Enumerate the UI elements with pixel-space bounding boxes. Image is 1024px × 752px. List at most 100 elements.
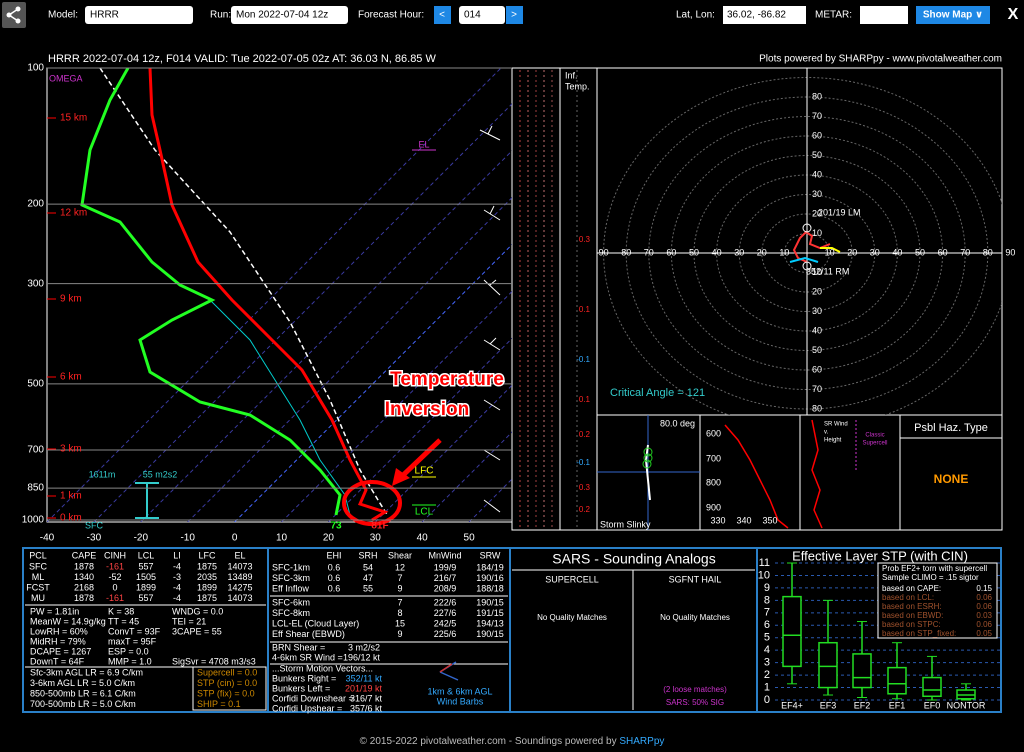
shear-cell: 225/6 [434,629,457,639]
inflow-title: Temp. [565,81,590,91]
temp-label: -30 [87,533,102,544]
index-value: maxT = 95F [108,636,157,646]
run-select[interactable] [231,6,348,24]
show-map-button[interactable] [916,6,990,24]
kin-cell: 0.6 [328,562,341,572]
hodo-ring-label: 40 [812,325,822,335]
theta-label: 330 [710,515,725,525]
hour-select[interactable] [459,6,505,24]
height-label: 12 km [60,208,87,219]
prev-button[interactable] [434,6,451,24]
stp-category: EF4+ [781,700,803,710]
shear-cell: SFC-8km [272,608,310,618]
isotherm [281,290,512,522]
prev-label[interactable]: < [439,10,445,21]
pressure-label: 100 [27,63,44,74]
hodo-ring-label: 10 [812,267,822,277]
inflow-lines [519,70,578,528]
shear-cell: 190/15 [476,629,504,639]
latlon-value[interactable]: 36.02, -86.82 [727,10,786,21]
sfc-label: SFC [85,520,104,530]
shear-cell: 15 [395,618,405,628]
index-value: MMP = 1.0 [108,656,152,666]
index-value: 3CAPE = 55 [172,626,222,636]
annotation-text: Inversion [385,399,469,420]
show-map-label[interactable]: Show Map ∨ [923,10,983,21]
kin-header: MnWind [428,550,461,560]
parcel-cell: SFC [29,561,48,571]
critical-angle: Critical Angle = 121 [610,387,705,399]
next-button[interactable] [506,6,523,24]
model-select[interactable] [85,6,193,24]
parcel-header: LI [173,550,181,560]
omega-label: OMEGA [49,73,83,83]
shear-cell: 7 [397,597,402,607]
isotherm [47,68,502,522]
stp-category: EF1 [889,700,906,710]
hodo-ring-label: 60 [812,364,822,374]
model-value[interactable]: HRRR [90,10,119,21]
footer-link[interactable]: SHARPpy [619,736,664,747]
hodo-ring-label: 60 [938,247,948,257]
parcel-cell: -52 [108,572,121,582]
hodo-ring-label: 50 [689,247,699,257]
model-label: Model: [48,10,78,21]
share-button[interactable] [2,2,26,28]
motion-title: ...Storm Motion Vectors... [272,663,373,673]
hodo-ring-label: 40 [712,247,722,257]
lapse-rate: 3-6km AGL LR = 5.0 C/km [30,678,135,688]
parcel-cell: ML [32,572,45,582]
parcel-cell: 0 [112,582,117,592]
stp-box [782,595,802,668]
motion-value: 201/19 kt [345,683,383,693]
hodo-ring-label: 20 [812,286,822,296]
temp-label: 50 [464,533,476,544]
stp-legend-label: based on EBWD: [882,611,943,620]
sars-hail: SGFNT HAIL [669,574,722,584]
next-label[interactable]: > [511,10,517,21]
hodo-ring-label: 50 [915,247,925,257]
kin-cell: 55 [363,583,373,593]
kin-cell: 184/19 [476,562,504,572]
pressure-label: 850 [27,483,44,494]
kin-cell: 190/16 [476,573,504,583]
parcel-cell: 14073 [227,561,252,571]
parcel-trace [99,68,389,517]
temp-label: 40 [417,533,429,544]
height-label: 15 km [60,113,87,124]
index-value: ESP = 0.0 [108,646,149,656]
metar-input[interactable] [860,6,908,24]
hodo-ring-label: 50 [812,150,822,160]
close-button[interactable]: X [1008,6,1019,23]
index-value: TT = 45 [108,616,139,626]
parcel-cell: 1875 [197,593,217,603]
parcel-cell: 1878 [74,593,94,603]
parcel-cell: 1505 [136,572,156,582]
surface-dewpoint: 73 [330,521,342,532]
run-value[interactable]: Mon 2022-07-04 12z [236,10,328,21]
shear-cell: Eff Shear (EBWD) [272,629,345,639]
temp-label: 30 [370,533,382,544]
kin-cell: 12 [395,562,405,572]
isotherm [374,384,512,522]
hodo-ring-label: 60 [666,247,676,257]
shear-cell: LCL-EL (Cloud Layer) [272,618,359,628]
latlon-input[interactable] [723,6,806,24]
hodo-ring-label: 90 [1005,247,1015,257]
slinky-trace [644,444,651,501]
stp-tick-label: 0 [764,694,770,706]
height-label: 1 km [60,491,82,502]
temp-label: 0 [232,533,238,544]
stp-tick-label: 4 [764,644,770,656]
param-value: SHIP = 0.1 [197,699,241,709]
hour-value[interactable]: 014 [464,10,481,21]
height-label: 9 km [60,294,82,305]
hodo-ring-label: 80 [812,403,822,413]
stp-legend-title: Prob EF2+ torn with supercell [882,564,987,573]
index-value: MeanW = 14.9g/kg [30,616,106,626]
index-value: TEI = 21 [172,616,206,626]
kin-cell: 216/7 [434,573,457,583]
stp-box [818,641,838,689]
